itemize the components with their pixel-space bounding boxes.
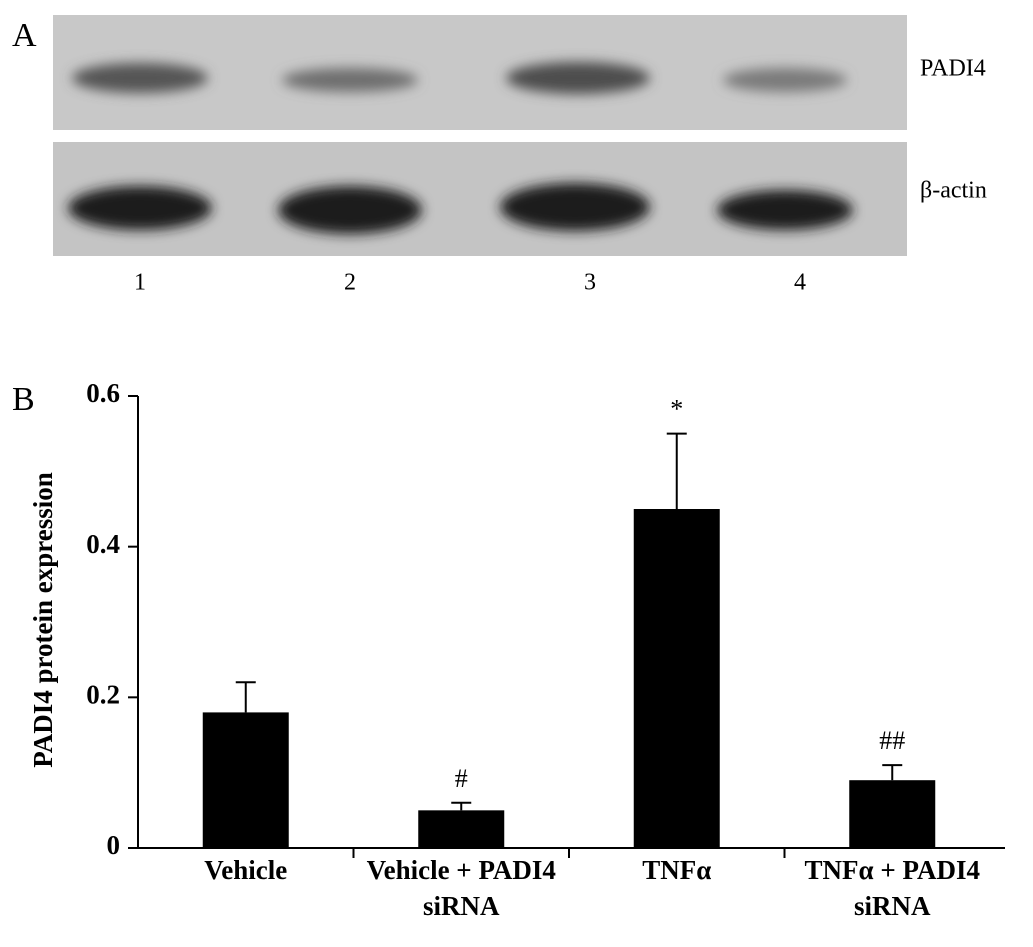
y-axis-label: PADI4 protein expression <box>28 472 58 768</box>
y-tick-label: 0.2 <box>86 680 120 710</box>
error-bar <box>666 432 687 509</box>
x-tick-label: Vehicle + PADI4 siRNA <box>366 855 556 921</box>
annotation: ## <box>879 726 905 755</box>
error-bar <box>235 681 256 713</box>
x-tick-label: Vehicle <box>204 855 288 885</box>
panel-label: A <box>12 17 37 54</box>
bar <box>849 780 936 848</box>
lane-label: 3 <box>584 270 596 296</box>
bar <box>633 509 720 848</box>
x-tick-label: TNFα <box>642 855 712 885</box>
bar <box>202 712 289 848</box>
y-tick-label: 0.6 <box>86 378 120 408</box>
y-tick-label: 0.4 <box>86 529 120 559</box>
row-label: PADI4 <box>920 56 986 82</box>
error-bar <box>451 801 472 811</box>
annotation: * <box>670 395 683 424</box>
error-bar <box>882 764 903 781</box>
lane-label: 2 <box>344 270 356 296</box>
lane-label: 1 <box>134 270 146 296</box>
x-tick-label: TNFα + PADI4 siRNA <box>804 855 980 921</box>
panel-label: B <box>12 381 35 418</box>
y-tick-label: 0 <box>107 830 121 860</box>
row-label: β-actin <box>920 178 987 204</box>
bar <box>418 810 505 848</box>
annotation: # <box>455 764 468 793</box>
bands <box>68 62 853 234</box>
lane-label: 4 <box>794 270 806 296</box>
